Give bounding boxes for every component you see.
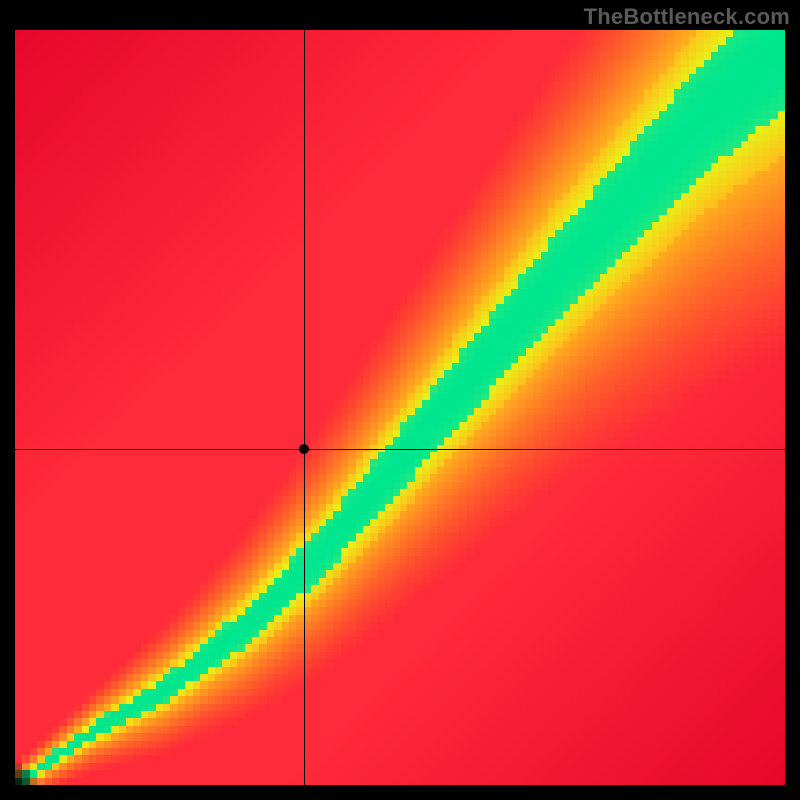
crosshair-vertical bbox=[304, 30, 305, 785]
heatmap-canvas bbox=[15, 30, 785, 785]
plot-area bbox=[15, 30, 785, 785]
crosshair-marker-dot bbox=[299, 444, 309, 454]
chart-container: TheBottleneck.com bbox=[0, 0, 800, 800]
crosshair-horizontal bbox=[15, 449, 785, 450]
watermark-text: TheBottleneck.com bbox=[584, 4, 790, 30]
